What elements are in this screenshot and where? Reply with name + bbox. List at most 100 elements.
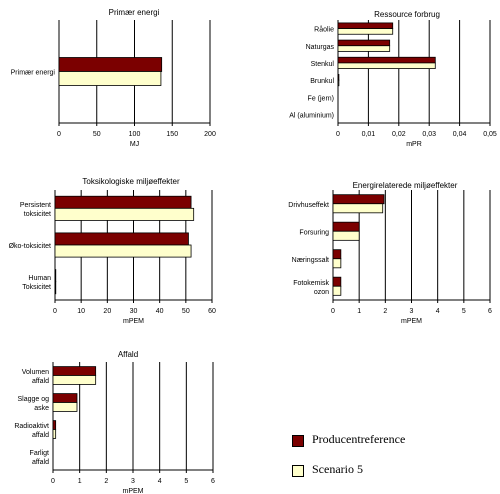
bar-scenario5 (332, 230, 360, 241)
category-label: Drivhuseffekt (288, 202, 329, 209)
x-tick-label: 4 (158, 478, 162, 485)
bar-scenario5 (54, 207, 195, 221)
x-tick-label: 0,02 (392, 131, 406, 138)
bar-producentreference (58, 57, 163, 72)
x-tick-label: 20 (103, 308, 111, 315)
x-tick-label: 1 (78, 478, 82, 485)
category-label: Persistent (20, 202, 51, 209)
x-tick-label: 5 (462, 308, 466, 315)
legend-label-scenario5: Scenario 5 (312, 462, 363, 476)
category-label: Volumen (22, 369, 49, 376)
category-label: toksicitet (24, 211, 51, 218)
x-tick-label: 30 (130, 308, 138, 315)
category-label: Næringssalt (292, 257, 329, 264)
legend-item-producentreference: Producentreference (292, 432, 492, 454)
x-tick-label: 50 (93, 131, 101, 138)
bar-scenario5 (58, 71, 162, 86)
category-label: ozon (314, 289, 329, 296)
category-label: Råolie (314, 26, 334, 34)
chart-2: Ressource forbrug 0 0,01 0,02 0,03 0,04 0,05 mP… (289, 10, 497, 148)
chart-title: Energirelaterede miljøeffekter (353, 181, 458, 190)
x-tick-label: 100 (129, 131, 141, 138)
bar-producentreference (332, 194, 385, 205)
legend-swatch-scenario5 (292, 465, 304, 477)
x-tick-label: 0,01 (362, 131, 376, 138)
x-tick-label: 60 (208, 308, 216, 315)
bar-producentreference (54, 269, 57, 283)
bar-scenario5 (332, 285, 342, 296)
x-tick-label: 0,03 (422, 131, 436, 138)
bar-producentreference (332, 249, 342, 260)
bar-scenario5 (54, 281, 57, 295)
x-axis-label: mPEM (123, 488, 144, 494)
x-tick-label: 0,04 (453, 131, 467, 138)
x-tick-label: 0 (336, 131, 340, 138)
chart-3: Toksikologiske miljøeffekter 0 10 20 30 40 50 6… (9, 177, 216, 325)
chart-5: Affald 0 1 2 3 4 5 6 mPEM Volumen affald Slagge og a… (14, 350, 215, 494)
category-label: Øko-toksicitet (9, 243, 51, 250)
x-tick-label: 4 (436, 308, 440, 315)
category-label: aske (34, 405, 49, 412)
bar-producentreference (337, 39, 391, 47)
legend-swatch-producentreference (292, 435, 304, 447)
category-label: Human (28, 275, 51, 282)
x-tick-label: 2 (383, 308, 387, 315)
bar-producentreference (337, 74, 340, 81)
category-label: Naturgas (306, 44, 335, 51)
legend: Producentreference Scenario 5 (292, 432, 492, 492)
bar-scenario5 (337, 28, 394, 35)
x-axis-label: MJ (130, 141, 139, 148)
x-tick-label: 6 (211, 478, 215, 485)
x-tick-label: 50 (182, 308, 190, 315)
category-label: Fotokemisk (293, 280, 329, 287)
bar-scenario5 (54, 244, 192, 258)
x-tick-label: 2 (104, 478, 108, 485)
category-label: Radioaktivt (14, 423, 49, 430)
x-tick-label: 0 (51, 478, 55, 485)
category-label: Slagge og (17, 396, 49, 403)
chart-title: Primær energi (109, 8, 160, 17)
bar-scenario5 (52, 375, 97, 385)
bar-producentreference (52, 366, 97, 376)
x-axis-label: mPR (406, 141, 422, 148)
category-label: Farligt (30, 450, 50, 457)
bar-scenario5 (337, 45, 391, 52)
bar-producentreference (52, 393, 78, 403)
x-tick-label: 40 (156, 308, 164, 315)
bar-producentreference (332, 221, 360, 232)
bar-scenario5 (332, 203, 384, 214)
bar-scenario5 (337, 79, 340, 87)
category-label: Fe (jern) (308, 95, 334, 102)
chart-4: Energirelaterede miljøeffekter 0 1 2 3 4 5 6 mPE… (288, 181, 492, 325)
x-tick-label: 150 (166, 131, 178, 138)
x-tick-label: 0 (57, 131, 61, 138)
bar-scenario5 (332, 258, 342, 269)
x-tick-label: 0 (331, 308, 335, 315)
bar-producentreference (332, 276, 342, 287)
x-tick-label: 0 (53, 308, 57, 315)
chart-title: Toksikologiske miljøeffekter (82, 177, 180, 186)
bar-producentreference (337, 56, 436, 64)
category-label: affald (32, 459, 49, 466)
bar-scenario5 (52, 429, 57, 439)
x-tick-label: 10 (77, 308, 85, 315)
chart-title: Ressource forbrug (374, 10, 440, 19)
x-tick-label: 1 (357, 308, 361, 315)
bar-producentreference (54, 232, 189, 246)
bar-producentreference (52, 420, 57, 430)
x-axis-label: mPEM (123, 318, 144, 325)
legend-label-producentreference: Producentreference (312, 432, 406, 446)
category-label: affald (32, 378, 49, 385)
x-tick-label: 3 (131, 478, 135, 485)
x-tick-label: 0,05 (483, 131, 497, 138)
x-tick-label: 5 (184, 478, 188, 485)
x-tick-label: 6 (488, 308, 492, 315)
chart-title: Affald (118, 350, 138, 359)
bar-producentreference (54, 195, 192, 209)
category-label: Primær energi (11, 70, 56, 77)
x-tick-label: 200 (204, 131, 216, 138)
category-label: affald (32, 432, 49, 439)
category-label: Stenkul (311, 61, 335, 68)
category-label: Toksicitet (22, 284, 51, 291)
